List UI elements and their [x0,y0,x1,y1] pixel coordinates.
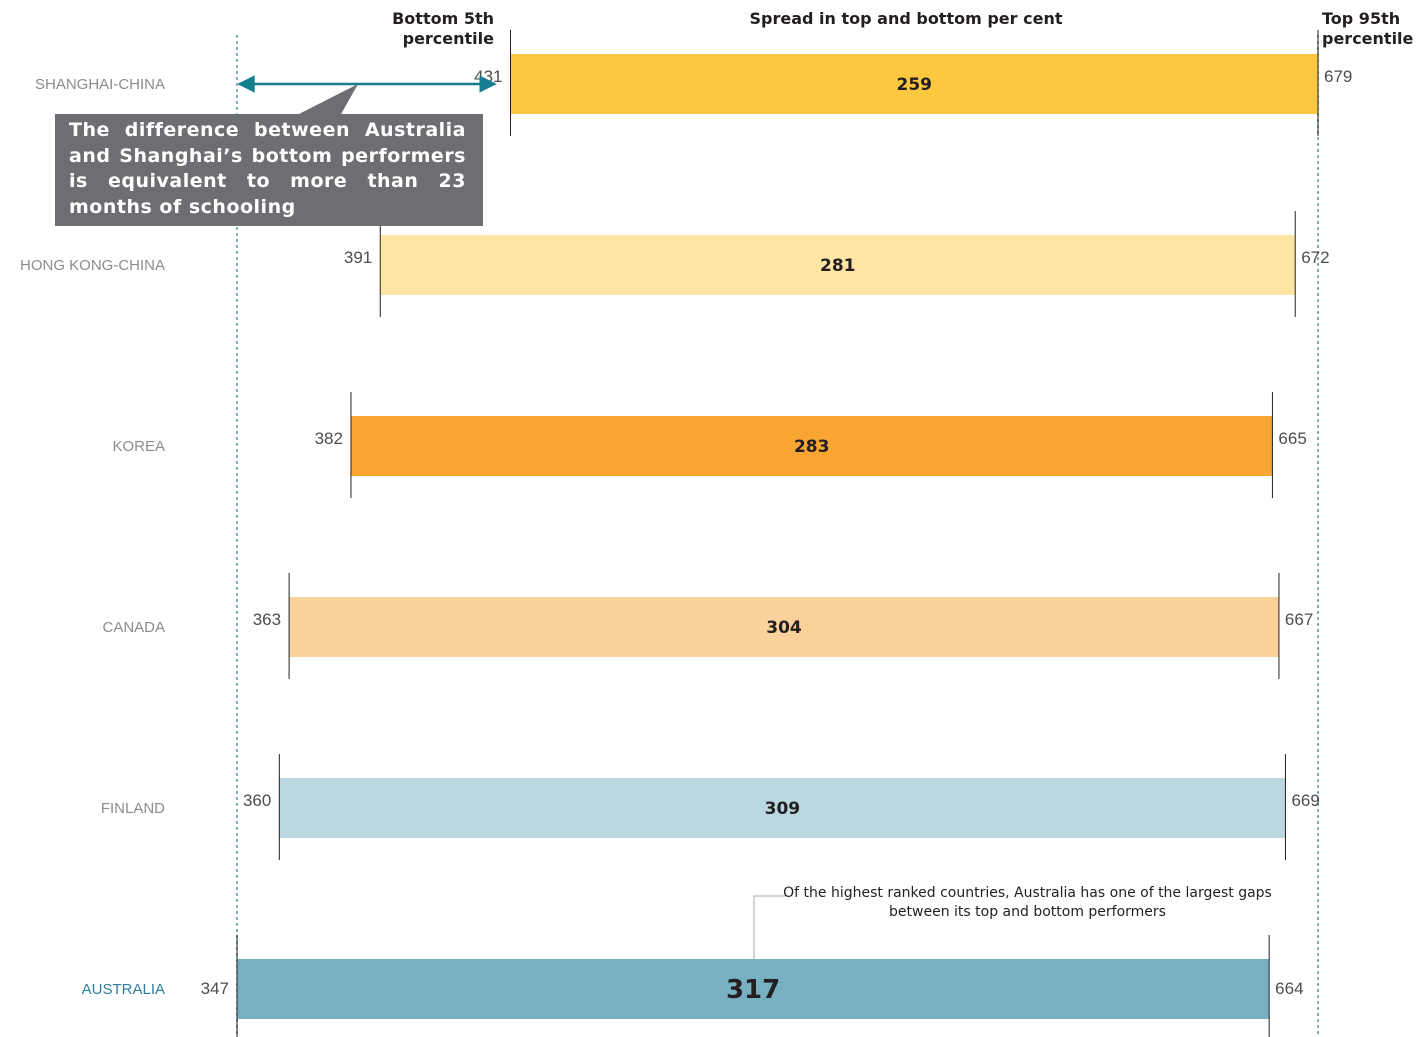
country-label-canada: CANADA [102,619,165,636]
australia-note: Of the highest ranked countries, Austral… [783,885,1272,920]
bottom-value-korea: 382 [315,429,343,448]
country-label-finland: FINLAND [101,800,165,817]
bar-australia [237,959,1270,1019]
bottom-value-finland: 360 [243,791,271,810]
bar-finland [279,778,1286,838]
spread-value-shanghai-china: 259 [897,75,933,95]
spread-value-finland: 309 [765,799,801,819]
bar-hong-kong-china [380,235,1296,295]
callout-pointer [295,84,358,116]
top-header-line-1: Top 95th [1322,9,1401,28]
bar-shanghai-china [510,54,1319,114]
callout-box: The difference between Australia and Sha… [55,114,483,226]
top-value-korea: 665 [1278,429,1306,448]
spread-value-korea: 283 [794,437,830,457]
spread-header: Spread in top and bottom per cent [749,9,1063,28]
bottom-value-canada: 363 [253,610,281,629]
country-label-hong-kong-china: HONG KONG-CHINA [20,257,165,274]
bar-korea [350,416,1273,476]
top-value-shanghai-china: 679 [1324,67,1352,86]
country-label-shanghai-china: SHANGHAI-CHINA [35,76,165,93]
top-header-line-2: percentile [1322,29,1414,48]
bottom-value-hong-kong-china: 391 [344,248,372,267]
country-label-australia: AUSTRALIA [82,981,165,998]
note-leader-line [753,895,788,962]
country-label-korea: KOREA [112,438,165,455]
spread-value-australia: 317 [726,975,780,1005]
bottom-header-line-1: Bottom 5th [392,9,494,28]
spread-value-canada: 304 [766,618,802,638]
bottom-header-line-2: percentile [402,29,494,48]
top-value-hong-kong-china: 672 [1301,248,1329,267]
spread-value-hong-kong-china: 281 [820,256,856,276]
bottom-value-australia: 347 [201,979,229,998]
top-value-australia: 664 [1275,979,1303,998]
callout-text: The difference between Australia and Sha… [69,119,466,218]
top-value-canada: 667 [1285,610,1313,629]
bottom-percentile-header: Bottom 5th percentile [360,9,494,49]
bar-canada [289,597,1279,657]
top-value-finland: 669 [1291,791,1319,810]
top-percentile-header: Top 95th percentile [1322,9,1420,49]
